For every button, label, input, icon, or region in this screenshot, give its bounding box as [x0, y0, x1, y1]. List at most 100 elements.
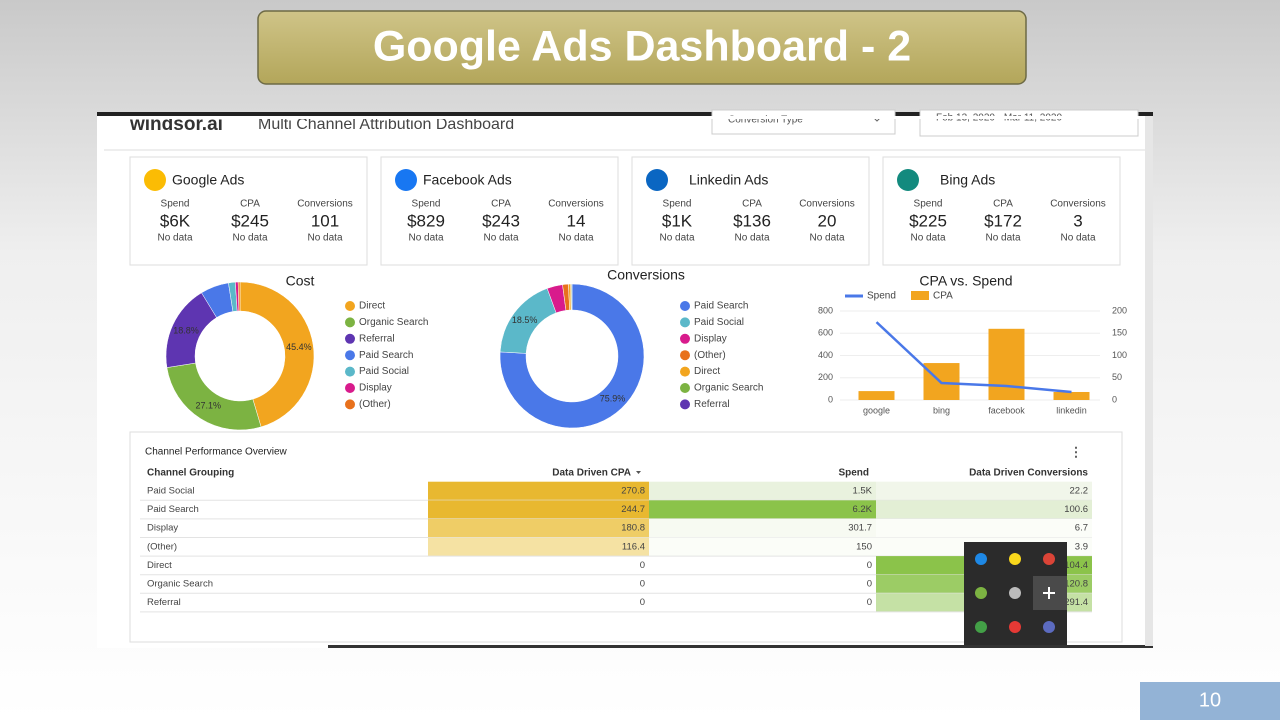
legend-label: Referral	[359, 333, 395, 344]
metric-label: Conversions	[548, 199, 604, 210]
bar	[858, 391, 895, 400]
pie-slice	[237, 281, 241, 312]
card-title: Bing Ads	[940, 172, 995, 188]
card-logo	[646, 169, 668, 191]
page-number: 10	[1199, 689, 1221, 711]
metric-value: $243	[482, 211, 520, 230]
tray-icon	[975, 553, 987, 565]
metric-value: 3	[1073, 211, 1082, 230]
card-logo	[897, 169, 919, 191]
metric-note: No data	[483, 233, 518, 244]
table-cell: Direct	[147, 560, 172, 571]
screenshot-top-edge	[97, 112, 1153, 116]
metric-value: $136	[733, 211, 771, 230]
pie-slice	[499, 283, 645, 429]
y2-tick-label: 150	[1112, 328, 1127, 338]
y2-tick-label: 100	[1112, 350, 1127, 360]
metric-value: 20	[818, 211, 837, 230]
table-cell: 100.6	[1064, 504, 1088, 515]
legend-swatch	[680, 366, 690, 377]
table-cell: 0	[867, 579, 872, 590]
slice-label: 18.8%	[173, 325, 199, 335]
tray-icon	[1043, 553, 1055, 565]
metric-label: CPA	[993, 199, 1013, 210]
table-cell: 3.9	[1075, 541, 1088, 552]
tray-icon	[1043, 621, 1055, 633]
column-header: Data Driven Conversions	[969, 468, 1088, 479]
legend-swatch	[345, 350, 355, 361]
metric-label: Conversions	[1050, 199, 1106, 210]
tray-icon	[1009, 587, 1021, 599]
table-cell: 120.8	[1064, 579, 1088, 590]
metric-label: Spend	[663, 199, 692, 210]
table-cell: 1.5K	[852, 486, 872, 497]
metric-note: No data	[307, 233, 342, 244]
column-header: Channel Grouping	[147, 468, 234, 479]
crop-mask	[97, 116, 1145, 119]
metric-note: No data	[232, 233, 267, 244]
heat-cell	[876, 500, 1092, 519]
legend-swatch	[680, 333, 690, 344]
heat-cell	[649, 500, 876, 519]
card-logo	[395, 169, 417, 191]
legend-swatch	[680, 301, 690, 311]
legend-swatch	[911, 291, 929, 300]
slice-label: 27.1%	[196, 401, 222, 411]
legend-swatch	[680, 383, 690, 393]
heat-cell	[428, 481, 649, 501]
column-header: Data Driven CPA	[552, 468, 631, 479]
table-cell: 244.7	[621, 504, 645, 515]
metric-note: No data	[408, 233, 443, 244]
metric-note: No data	[910, 233, 945, 244]
card	[380, 156, 619, 266]
y-tick-label: 400	[818, 350, 833, 360]
slide-title: Google Ads Dashboard - 2	[373, 22, 911, 70]
legend-label: Direct	[359, 301, 385, 312]
legend-swatch	[345, 399, 355, 410]
heat-cell	[428, 537, 649, 557]
heat-cell	[649, 537, 876, 557]
y-tick-label: 600	[818, 328, 833, 338]
table-cell: 301.7	[848, 523, 872, 534]
metric-note: No data	[734, 233, 769, 244]
table-cell: 0	[640, 579, 645, 590]
x-tick-label: facebook	[988, 405, 1025, 415]
table-title: Channel Performance Overview	[145, 447, 288, 458]
card-logo	[144, 169, 166, 191]
legend-label: Referral	[694, 399, 730, 410]
metric-label: Conversions	[297, 199, 353, 210]
legend-label: (Other)	[694, 350, 726, 361]
table-cell: Paid Search	[147, 504, 199, 515]
x-tick-label: google	[863, 405, 890, 415]
bar	[988, 328, 1025, 400]
table-cell: Paid Social	[147, 486, 195, 497]
legend-label: Paid Search	[359, 350, 413, 361]
tray-icon	[1009, 621, 1021, 633]
table-cell: 6.7	[1075, 523, 1088, 534]
metric-note: No data	[558, 233, 593, 244]
table-cell: Referral	[147, 597, 181, 608]
chart-title: Conversions	[607, 267, 685, 283]
metric-value: $1K	[662, 211, 693, 230]
table-cell: Display	[147, 523, 178, 534]
y2-tick-label: 0	[1112, 394, 1117, 404]
bar	[1053, 391, 1090, 400]
heat-cell	[876, 518, 1092, 538]
table-cell: 0	[640, 597, 645, 608]
column-header: Spend	[838, 468, 869, 479]
slice-label: 18.5%	[512, 315, 538, 325]
metric-value: $829	[407, 211, 445, 230]
date-picker[interactable]	[919, 109, 1139, 137]
table-cell: 22.2	[1070, 486, 1089, 497]
screenshot-bottom-edge	[328, 645, 1153, 648]
metric-value: $245	[231, 211, 269, 230]
metric-note: No data	[985, 233, 1020, 244]
legend-swatch	[345, 333, 355, 344]
legend-label: Display	[694, 333, 727, 344]
table-cell: 150	[856, 541, 872, 552]
y2-tick-label: 50	[1112, 372, 1122, 382]
slice-label: 45.4%	[286, 342, 312, 352]
line	[875, 321, 1072, 394]
filter-dropdown[interactable]	[711, 109, 896, 135]
metric-label: Spend	[161, 199, 190, 210]
